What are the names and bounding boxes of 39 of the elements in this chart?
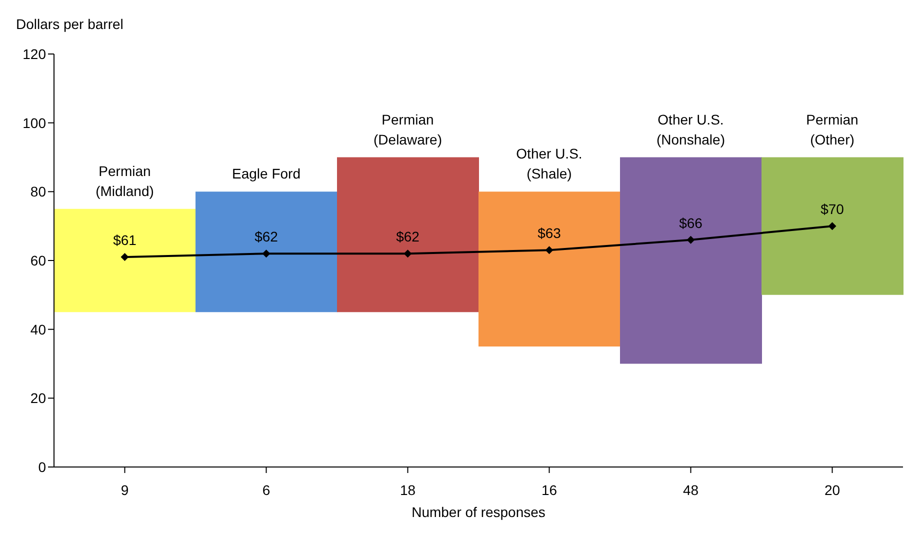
annotation: Other U.S. (Nonshale)	[656, 111, 725, 148]
data-label: $62	[396, 228, 420, 245]
bar	[54, 208, 196, 312]
annotation: Permian (Delaware)	[374, 111, 442, 148]
x-tick-label: 6	[262, 482, 270, 498]
x-tick-label: 48	[682, 482, 699, 498]
point	[404, 250, 412, 258]
annotation: Other U.S. (Shale)	[516, 146, 582, 182]
point	[828, 222, 836, 230]
y-tick-label: 20	[30, 390, 46, 406]
data-label: $63	[538, 225, 562, 242]
y-tick-label: 0	[38, 458, 46, 475]
x-tick-label: 9	[120, 482, 129, 498]
x-tick-label: 16	[541, 482, 558, 498]
x-tick-label: 18	[400, 482, 416, 498]
data-label: $70	[820, 201, 844, 218]
bar	[478, 192, 620, 347]
annotation: Permian (Other)	[806, 111, 858, 148]
data-label: $61	[113, 232, 137, 248]
y-tick-label: 100	[22, 114, 46, 131]
bar	[337, 157, 479, 312]
y-tick-label: 40	[30, 321, 46, 338]
point	[545, 246, 554, 254]
point	[262, 250, 270, 258]
bar	[762, 157, 904, 295]
data-label: $62	[254, 228, 278, 245]
y-tick-label: 80	[30, 184, 46, 200]
y-tick-label: 60	[30, 252, 46, 268]
x-axis-title: Number of responses	[412, 504, 546, 520]
point	[686, 236, 695, 244]
data-label: $66	[679, 214, 703, 231]
point	[120, 253, 129, 262]
bar	[196, 192, 338, 312]
y-axis-title: Dollars per barrel	[16, 16, 124, 32]
annotation: Eagle Ford	[232, 166, 300, 182]
bar	[620, 157, 762, 364]
y-tick-label: 120	[22, 46, 46, 62]
x-tick-label: 20	[824, 482, 840, 498]
annotation: Permian (Midland)	[96, 162, 154, 199]
